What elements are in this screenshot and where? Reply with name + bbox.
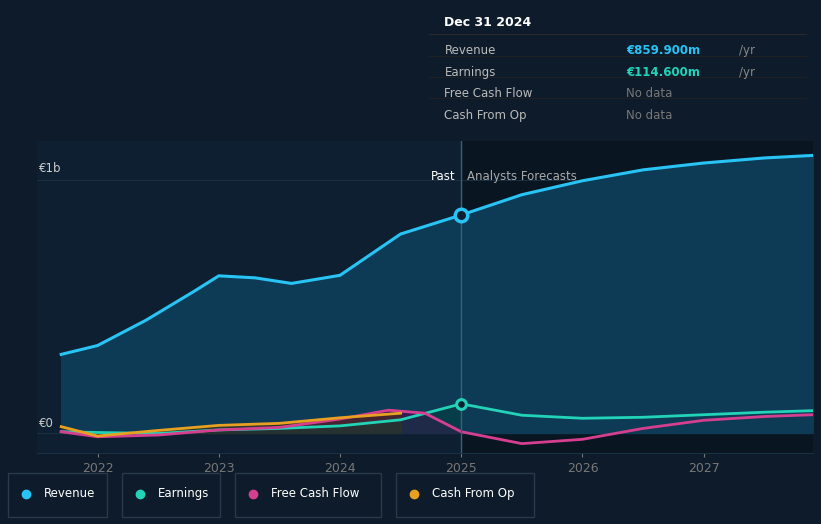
Text: Revenue: Revenue	[44, 487, 96, 500]
Text: No data: No data	[626, 109, 672, 122]
Bar	[8, 473, 107, 517]
Text: Revenue: Revenue	[444, 44, 496, 57]
Text: €1b: €1b	[39, 162, 62, 175]
Bar	[235, 473, 381, 517]
Text: Analysts Forecasts: Analysts Forecasts	[467, 170, 577, 182]
Text: Earnings: Earnings	[158, 487, 209, 500]
Text: Free Cash Flow: Free Cash Flow	[271, 487, 360, 500]
Text: /yr: /yr	[739, 66, 755, 79]
Text: Cash From Op: Cash From Op	[432, 487, 514, 500]
Text: Free Cash Flow: Free Cash Flow	[444, 88, 533, 101]
Text: €0: €0	[39, 417, 54, 430]
Text: Dec 31 2024: Dec 31 2024	[444, 16, 532, 29]
Text: /yr: /yr	[739, 44, 755, 57]
Text: No data: No data	[626, 88, 672, 101]
Text: Past: Past	[430, 170, 455, 182]
Bar	[461, 141, 813, 453]
Text: €859.900m: €859.900m	[626, 44, 699, 57]
Text: €114.600m: €114.600m	[626, 66, 699, 79]
Bar	[396, 473, 534, 517]
Text: Cash From Op: Cash From Op	[444, 109, 527, 122]
Text: Earnings: Earnings	[444, 66, 496, 79]
Bar	[122, 473, 220, 517]
